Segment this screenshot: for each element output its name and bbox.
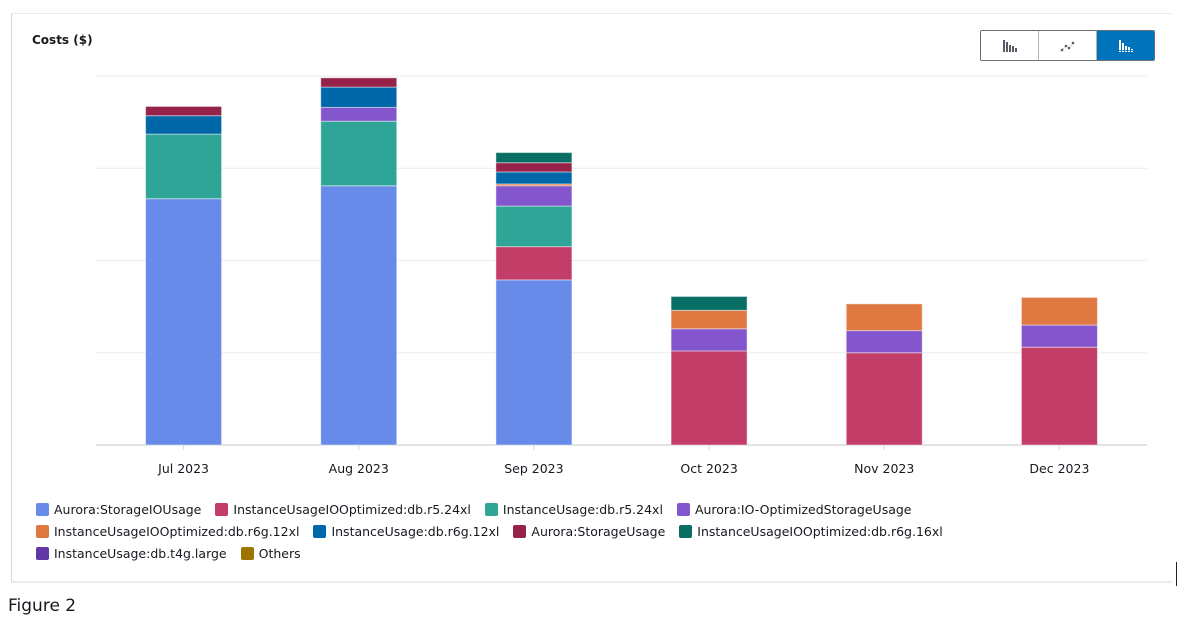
line-chart-icon [1060,41,1074,51]
chart-legend: Aurora:StorageIOUsage InstanceUsageIOOpti… [36,498,1036,564]
legend-item[interactable]: Aurora:StorageIOUsage [36,502,201,517]
bar-segment[interactable] [670,295,748,311]
x-tick-label: Dec 2023 [1029,461,1089,476]
bar-segment[interactable] [845,330,923,354]
legend-item[interactable]: InstanceUsageIOOptimized:db.r6g.16xl [679,523,943,539]
figure-caption: Figure 2 [8,596,77,616]
bar-segment[interactable] [320,185,398,446]
legend-swatch [36,502,49,516]
legend-item[interactable]: Aurora:StorageUsage [513,524,665,539]
bar-chart-icon [1002,39,1017,52]
legend-row: InstanceUsage:db.t4g.large Others [36,542,1036,564]
bar-segment[interactable] [1020,324,1098,348]
legend-label: InstanceUsageIOOptimized:db.r6g.16xl [697,523,943,539]
x-tick-label: Oct 2023 [680,461,737,476]
bar-segment[interactable] [495,171,573,185]
legend-label: Aurora:StorageIOUsage [54,501,202,517]
legend-swatch [215,502,229,516]
x-tick-label: Jul 2023 [157,461,209,476]
stacked-bar-chart-button[interactable] [1097,31,1154,60]
legend-swatch [36,546,49,560]
chart-title: Costs ($) [32,33,93,47]
legend-swatch [513,524,527,538]
legend-item[interactable]: InstanceUsage:db.r5.24xl [484,501,663,517]
x-tick-label: Sep 2023 [504,461,563,476]
legend-item[interactable]: Others [240,545,301,561]
legend-label: InstanceUsage:db.r5.24xl [502,501,663,517]
legend-swatch [679,524,693,538]
bar-segment[interactable] [145,115,223,135]
legend-label: Others [258,545,301,561]
legend-label: Aurora:IO-OptimizedStorageUsage [694,501,912,517]
bar-segment[interactable] [495,185,573,207]
bar-segment[interactable] [845,303,923,332]
legend-label: Aurora:StorageUsage [531,523,666,539]
bar-segment[interactable] [670,309,748,330]
bar-segment[interactable] [320,106,398,122]
legend-row: InstanceUsageIOOptimized:db.r6g.12xl Inst… [36,520,1036,542]
bar-segment[interactable] [670,350,748,446]
legend-label: InstanceUsageIOOptimized:db.r5.24xl [233,501,471,517]
bar-segment[interactable] [145,133,223,200]
bar-segment[interactable] [1020,296,1098,326]
legend-label: InstanceUsage:db.t4g.large [54,545,227,561]
bar-segment[interactable] [1020,346,1098,446]
line-chart-button[interactable] [1039,31,1097,60]
legend-swatch [676,502,690,516]
stacked-bar-chart: Jul 2023 Aug 2023 Sep 2023 Oct 2023 Nov 2023… [96,75,1147,476]
legend-item[interactable]: InstanceUsage:db.r6g.12xl [313,524,499,539]
text-cursor [1176,562,1177,586]
legend-item[interactable]: InstanceUsageIOOptimized:db.r6g.12xl [36,524,299,539]
bar-segment[interactable] [495,205,573,248]
bar-chart-button[interactable] [981,31,1039,60]
legend-label: InstanceUsage:db.r6g.12xl [331,523,500,539]
bar-segment[interactable] [145,198,223,446]
bar-segment[interactable] [145,105,223,117]
legend-label: InstanceUsageIOOptimized:db.r6g.12xl [54,523,300,539]
chart-panel [11,13,1172,583]
bar-segment[interactable] [845,352,923,446]
x-tick-label: Nov 2023 [854,461,914,476]
legend-row: Aurora:StorageIOUsage InstanceUsageIOOpti… [36,498,1036,520]
legend-item[interactable]: Aurora:IO-OptimizedStorageUsage [676,501,912,517]
stacked-bar-chart-icon [1117,39,1134,52]
legend-swatch [484,502,498,516]
bar-segment[interactable] [495,162,573,173]
legend-item[interactable]: InstanceUsageIOOptimized:db.r5.24xl [215,502,471,517]
bar-segment[interactable] [670,328,748,352]
bar-segment[interactable] [495,246,573,281]
x-tick-label: Aug 2023 [329,461,389,476]
bar-segment[interactable] [495,152,573,164]
chart-type-toggle [980,30,1155,61]
legend-swatch [313,524,327,538]
legend-item[interactable]: InstanceUsage:db.t4g.large [36,546,227,561]
legend-swatch [240,546,254,560]
bar-segment[interactable] [320,77,398,88]
bar-segment[interactable] [320,120,398,187]
legend-swatch [36,524,49,538]
bar-segment[interactable] [495,279,573,446]
bar-segment[interactable] [320,86,398,108]
